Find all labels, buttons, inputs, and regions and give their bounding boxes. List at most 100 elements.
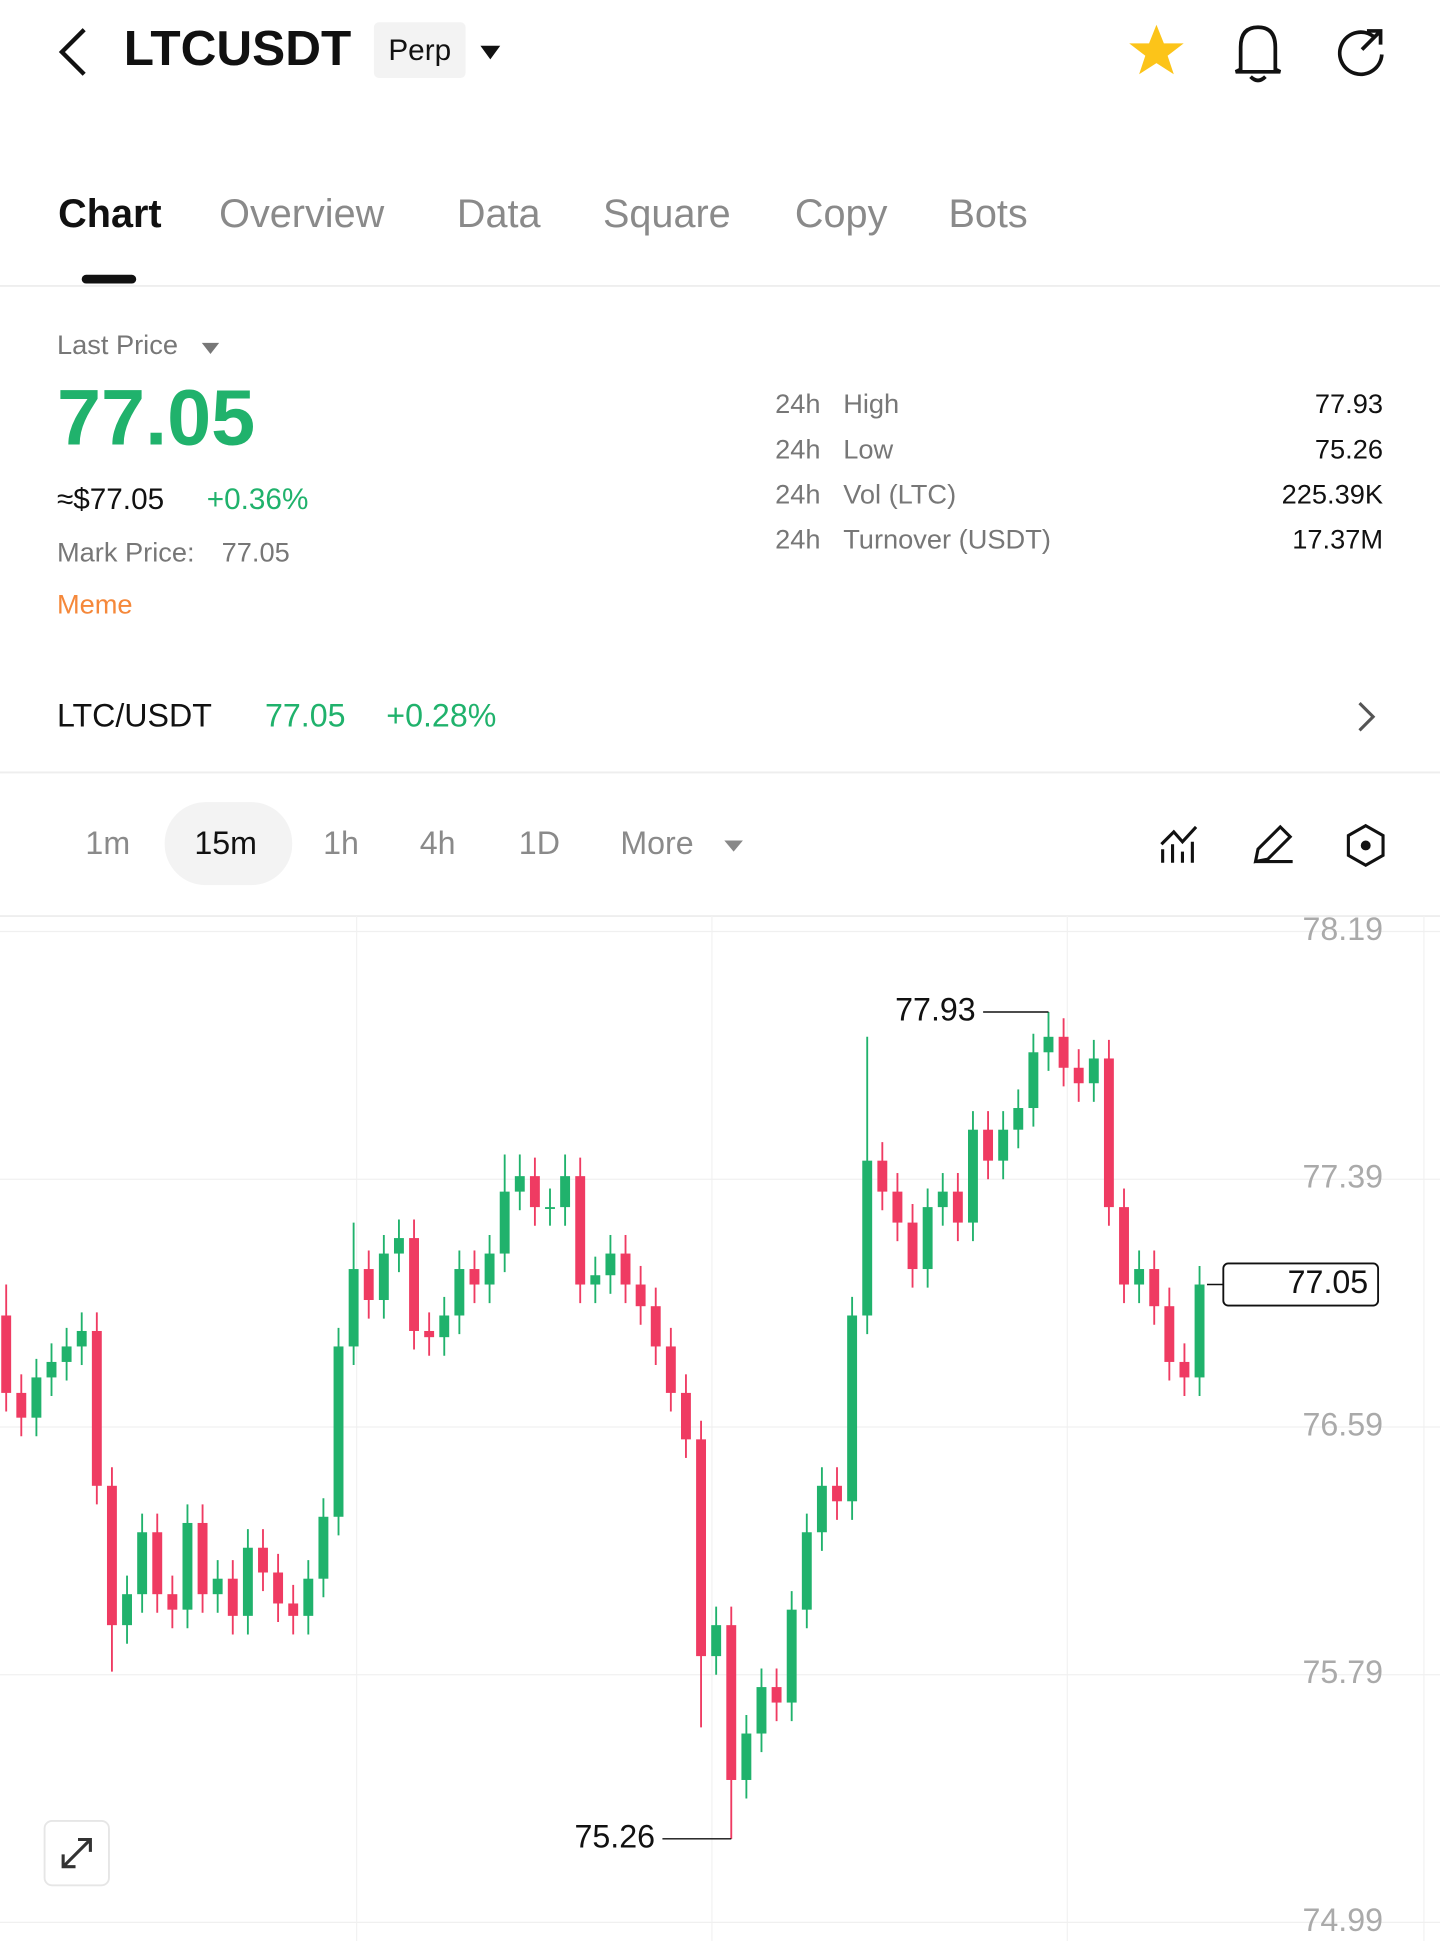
candle-body — [696, 1439, 707, 1657]
last-price-label: Last Price — [57, 329, 178, 360]
candle-body — [469, 1269, 480, 1285]
back-icon[interactable] — [58, 28, 86, 76]
interval-pill — [164, 802, 293, 886]
candle-body — [227, 1578, 238, 1616]
badge[interactable]: Perp — [388, 34, 451, 67]
star-icon[interactable] — [1129, 24, 1184, 75]
candle-body — [952, 1191, 963, 1223]
tab[interactable]: Copy — [795, 192, 888, 236]
candle-body — [847, 1315, 858, 1502]
tab[interactable]: Overview — [219, 192, 384, 236]
candle-body — [998, 1129, 1009, 1161]
tab[interactable]: Square — [603, 192, 731, 236]
candle-body — [1088, 1058, 1099, 1084]
stat-period: 24h — [775, 433, 820, 464]
last-price: 77.05 — [57, 372, 255, 461]
candle-body — [167, 1594, 178, 1610]
last-price-label: 77.05 — [1288, 1264, 1369, 1300]
candle-body — [273, 1572, 284, 1604]
candle-body — [771, 1687, 782, 1703]
interval[interactable]: 1h — [323, 825, 359, 861]
stat-value: 75.26 — [1315, 433, 1383, 464]
tab[interactable]: Data — [457, 192, 542, 236]
stat-name: Vol (LTC) — [843, 479, 956, 510]
y-tick-label: 77.39 — [1303, 1159, 1384, 1195]
share-icon[interactable] — [1337, 29, 1384, 77]
candle-body — [1073, 1067, 1084, 1084]
candle-body — [333, 1346, 344, 1517]
candle-body — [711, 1625, 722, 1657]
candle-body — [16, 1392, 27, 1418]
candle-body — [983, 1129, 994, 1161]
spot-price: 77.05 — [265, 697, 346, 733]
candle-body — [514, 1176, 525, 1192]
interval[interactable]: 1D — [519, 825, 560, 861]
candle-body — [378, 1253, 389, 1301]
tab[interactable]: Bots — [948, 192, 1027, 236]
candle-body — [816, 1485, 827, 1533]
candle-body — [1, 1315, 12, 1393]
candle-body — [106, 1485, 117, 1626]
badge-bg — [373, 22, 466, 78]
candle-body — [1043, 1036, 1054, 1053]
interval[interactable]: 4h — [420, 825, 456, 861]
low-marker-label: 75.26 — [574, 1818, 655, 1854]
stat-period: 24h — [775, 479, 820, 510]
indicator-icon[interactable] — [1160, 825, 1198, 863]
candle-body — [590, 1275, 601, 1285]
stat-name: Turnover (USDT) — [843, 524, 1051, 555]
stat-value: 225.39K — [1282, 479, 1383, 510]
candle-body — [424, 1330, 435, 1338]
candle-body — [862, 1160, 873, 1316]
candle-body — [152, 1532, 163, 1595]
candle-body — [1028, 1052, 1039, 1109]
candle-body — [454, 1269, 465, 1316]
fiat-price: ≈$77.05 — [57, 483, 164, 516]
candle-body — [122, 1594, 132, 1626]
candle-body — [560, 1176, 571, 1208]
settings-icon-dot — [1360, 840, 1371, 851]
tag[interactable]: Meme — [57, 589, 133, 620]
candle-body — [258, 1547, 268, 1573]
settings-icon[interactable] — [1346, 823, 1385, 868]
dropdown-icon[interactable] — [201, 342, 220, 355]
candle-body — [756, 1687, 767, 1734]
candle-body — [741, 1733, 752, 1780]
stat-name: Low — [843, 433, 893, 464]
dropdown-icon[interactable] — [480, 45, 501, 60]
candle-body — [393, 1238, 404, 1254]
candle-body — [499, 1191, 510, 1254]
stat-period: 24h — [775, 524, 820, 555]
tab[interactable]: Chart — [58, 192, 161, 236]
candle-body — [288, 1603, 299, 1616]
spot-change: +0.28% — [386, 697, 496, 733]
bell-icon[interactable] — [1234, 25, 1282, 83]
candle-body — [575, 1176, 586, 1285]
candle-body — [46, 1361, 57, 1378]
interval[interactable]: 1m — [85, 825, 130, 861]
candle-body — [1164, 1306, 1175, 1362]
candle-body — [137, 1532, 148, 1595]
candle-body — [545, 1207, 555, 1209]
dropdown-icon[interactable] — [724, 840, 743, 852]
stat-name: High — [843, 388, 899, 419]
draw-icon[interactable] — [1253, 824, 1293, 864]
y-tick-label: 76.59 — [1303, 1406, 1384, 1442]
candle-body — [439, 1315, 450, 1338]
stat-period: 24h — [775, 388, 820, 419]
candle-body — [242, 1547, 253, 1616]
chevron-icon[interactable] — [1358, 702, 1376, 732]
candle-body — [635, 1284, 646, 1307]
candle-body — [1134, 1269, 1145, 1285]
candle-body — [91, 1330, 102, 1486]
candle-body — [877, 1160, 888, 1192]
stat-value: 17.37M — [1292, 524, 1383, 555]
spot-pair[interactable]: LTC/USDT — [57, 697, 212, 733]
interval[interactable]: 15m — [194, 825, 257, 861]
candle-body — [907, 1222, 918, 1270]
mark-price: 77.05 — [222, 537, 290, 568]
candle-body — [786, 1609, 797, 1703]
candle-body — [726, 1625, 737, 1780]
interval[interactable]: More — [620, 825, 693, 861]
